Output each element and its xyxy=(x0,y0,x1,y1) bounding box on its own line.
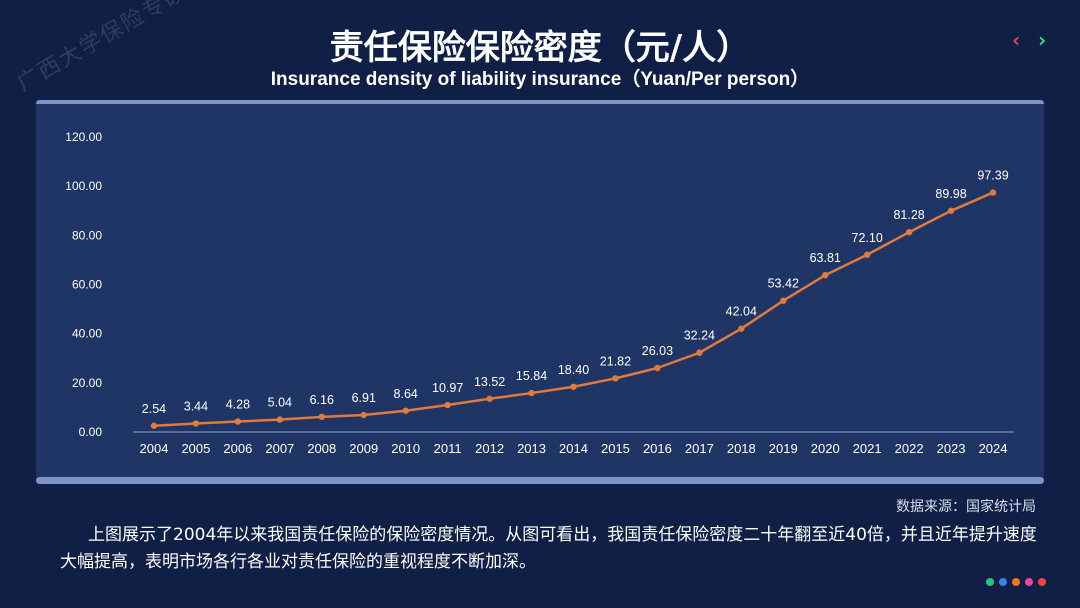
x-tick-label: 2021 xyxy=(853,441,882,456)
data-label: 97.39 xyxy=(977,169,1008,183)
data-label: 21.82 xyxy=(600,354,631,368)
decorative-dot xyxy=(1038,578,1046,586)
data-label: 53.42 xyxy=(768,277,799,291)
x-tick-label: 2012 xyxy=(475,441,504,456)
data-point xyxy=(738,325,745,332)
decorative-dot xyxy=(986,578,994,586)
x-tick-label: 2008 xyxy=(307,441,336,456)
data-label: 6.16 xyxy=(310,393,334,407)
x-tick-label: 2004 xyxy=(140,441,169,456)
data-label: 3.44 xyxy=(184,400,208,414)
y-tick-label: 40.00 xyxy=(72,327,102,341)
data-label: 18.40 xyxy=(558,363,589,377)
chart-panel: 0.00 20.00 40.00 60.00 80.00 100.00 120.00 2004… xyxy=(36,104,1044,480)
x-tick-label: 2013 xyxy=(517,441,546,456)
series-line xyxy=(153,191,994,428)
next-slide-button[interactable]: › xyxy=(1038,28,1047,52)
x-tick-label: 2014 xyxy=(559,441,588,456)
x-tick-label: 2018 xyxy=(727,441,756,456)
page-subtitle: Insurance density of liability insurance… xyxy=(270,69,810,90)
data-point xyxy=(822,271,829,279)
data-label: 89.98 xyxy=(935,187,966,201)
data-label: 15.84 xyxy=(516,369,547,383)
data-label: 42.04 xyxy=(726,305,757,319)
data-point xyxy=(947,207,955,214)
data-point xyxy=(444,401,451,409)
x-tick-label: 2024 xyxy=(979,441,1008,456)
data-point xyxy=(863,251,871,258)
x-tick-label: 2010 xyxy=(391,441,420,456)
prev-slide-button[interactable]: ‹ xyxy=(1012,28,1021,52)
decorative-dot xyxy=(999,578,1007,586)
data-label: 4.28 xyxy=(226,397,250,411)
decorative-dot xyxy=(1012,578,1020,586)
x-tick-label: 2015 xyxy=(601,441,630,456)
data-point xyxy=(989,189,997,196)
x-tick-label: 2009 xyxy=(349,441,378,456)
data-point xyxy=(234,418,242,425)
x-tick-label: 2017 xyxy=(685,441,714,456)
x-tick-label: 2005 xyxy=(181,441,210,456)
y-tick-label: 120.00 xyxy=(65,130,102,144)
data-point xyxy=(654,364,661,372)
page-title: 责任保险保险密度（元/人） xyxy=(329,28,751,68)
x-tick-label: 2020 xyxy=(811,441,840,456)
data-label: 72.10 xyxy=(852,231,883,245)
y-tick-label: 100.00 xyxy=(65,179,102,193)
data-point xyxy=(150,422,158,429)
data-label: 13.52 xyxy=(474,375,505,389)
x-tick-label: 2023 xyxy=(937,441,966,456)
data-point xyxy=(276,416,284,423)
decorative-dots xyxy=(986,578,1046,586)
x-tick-label: 2022 xyxy=(895,441,924,456)
line-chart: 0.00 20.00 40.00 60.00 80.00 100.00 120.00 2004… xyxy=(65,130,1014,456)
data-point xyxy=(528,389,535,397)
data-point xyxy=(570,383,577,390)
y-tick-label: 0.00 xyxy=(79,425,103,439)
y-tick-label: 20.00 xyxy=(72,376,102,390)
data-point xyxy=(192,420,200,427)
data-label: 5.04 xyxy=(268,396,292,410)
data-point xyxy=(486,395,493,402)
data-point xyxy=(612,375,619,382)
data-label: 63.81 xyxy=(810,251,841,265)
y-tick-label: 60.00 xyxy=(72,278,102,292)
y-tick-label: 80.00 xyxy=(72,228,102,242)
data-label: 10.97 xyxy=(432,381,463,395)
chart-panel-bottom-bar xyxy=(36,477,1044,484)
x-tick-label: 2019 xyxy=(769,441,798,456)
data-label: 8.64 xyxy=(394,387,418,401)
chart-panel-top-bar xyxy=(36,100,1044,107)
data-label: 2.54 xyxy=(142,402,166,416)
data-point xyxy=(696,349,703,356)
data-point xyxy=(402,407,409,414)
data-label: 6.91 xyxy=(352,391,376,405)
data-point xyxy=(780,297,787,304)
data-point xyxy=(318,413,325,421)
data-point xyxy=(360,411,367,419)
decorative-dot xyxy=(1025,578,1033,586)
x-tick-label: 2006 xyxy=(223,441,252,456)
x-tick-label: 2016 xyxy=(643,441,672,456)
description-text: 上图展示了2004年以来我国责任保险的保险密度情况。从图可看出，我国责任保险密度… xyxy=(60,525,1037,572)
data-source-note: 数据来源：国家统计局 xyxy=(896,499,1036,515)
x-tick-label: 2007 xyxy=(265,441,294,456)
data-label: 32.24 xyxy=(684,329,715,343)
data-point xyxy=(905,228,913,236)
data-label: 81.28 xyxy=(893,208,924,222)
x-tick-label: 2011 xyxy=(434,441,462,456)
data-label: 26.03 xyxy=(642,344,673,358)
